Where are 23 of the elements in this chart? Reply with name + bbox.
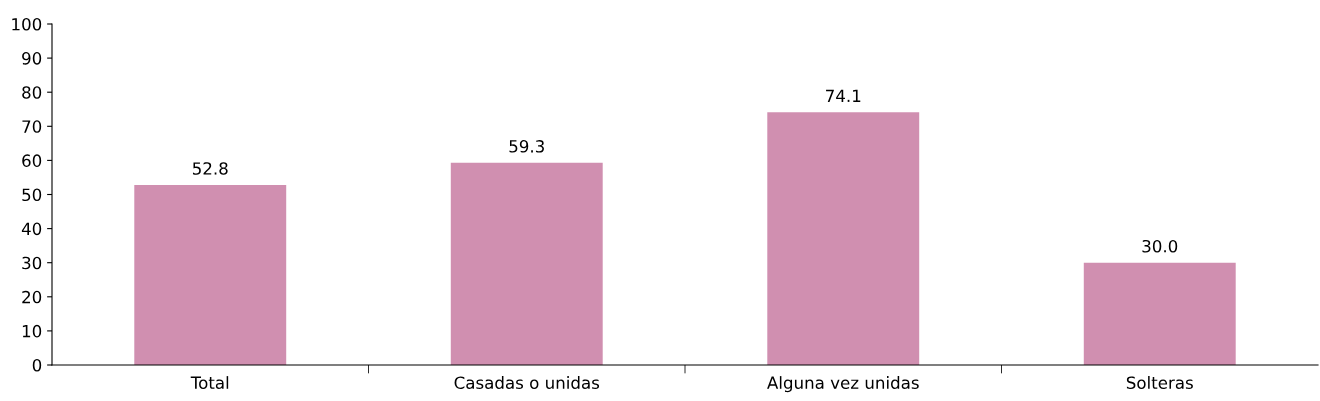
y-tick-label: 60 — [22, 154, 42, 167]
y-tick-label: 80 — [22, 86, 42, 99]
y-tick-label: 40 — [21, 222, 42, 236]
bar — [1083, 262, 1236, 365]
y-tick-label: 70 — [22, 120, 42, 133]
bar — [767, 112, 920, 365]
x-tick-label: Total — [190, 376, 229, 390]
data-label: 59.3 — [509, 140, 544, 153]
bar — [450, 162, 603, 365]
y-tick-label: 90 — [22, 52, 42, 65]
data-label: 30.0 — [1142, 239, 1178, 253]
x-tick-label: Casadas o unidas — [454, 376, 600, 390]
y-tick-label: 0 — [32, 358, 42, 372]
x-tick-label: Solteras — [1126, 376, 1193, 390]
data-label: 74.1 — [826, 89, 861, 102]
data-label: 52.8 — [192, 162, 228, 175]
y-tick-label: 100 — [12, 17, 42, 31]
bar — [134, 184, 287, 365]
y-tick-label: 10 — [22, 324, 42, 338]
y-tick-label: 20 — [22, 290, 42, 304]
y-tick-label: 50 — [22, 188, 42, 202]
y-tick-label: 30 — [22, 256, 42, 270]
x-tick-label: Alguna vez unidas — [767, 376, 919, 393]
